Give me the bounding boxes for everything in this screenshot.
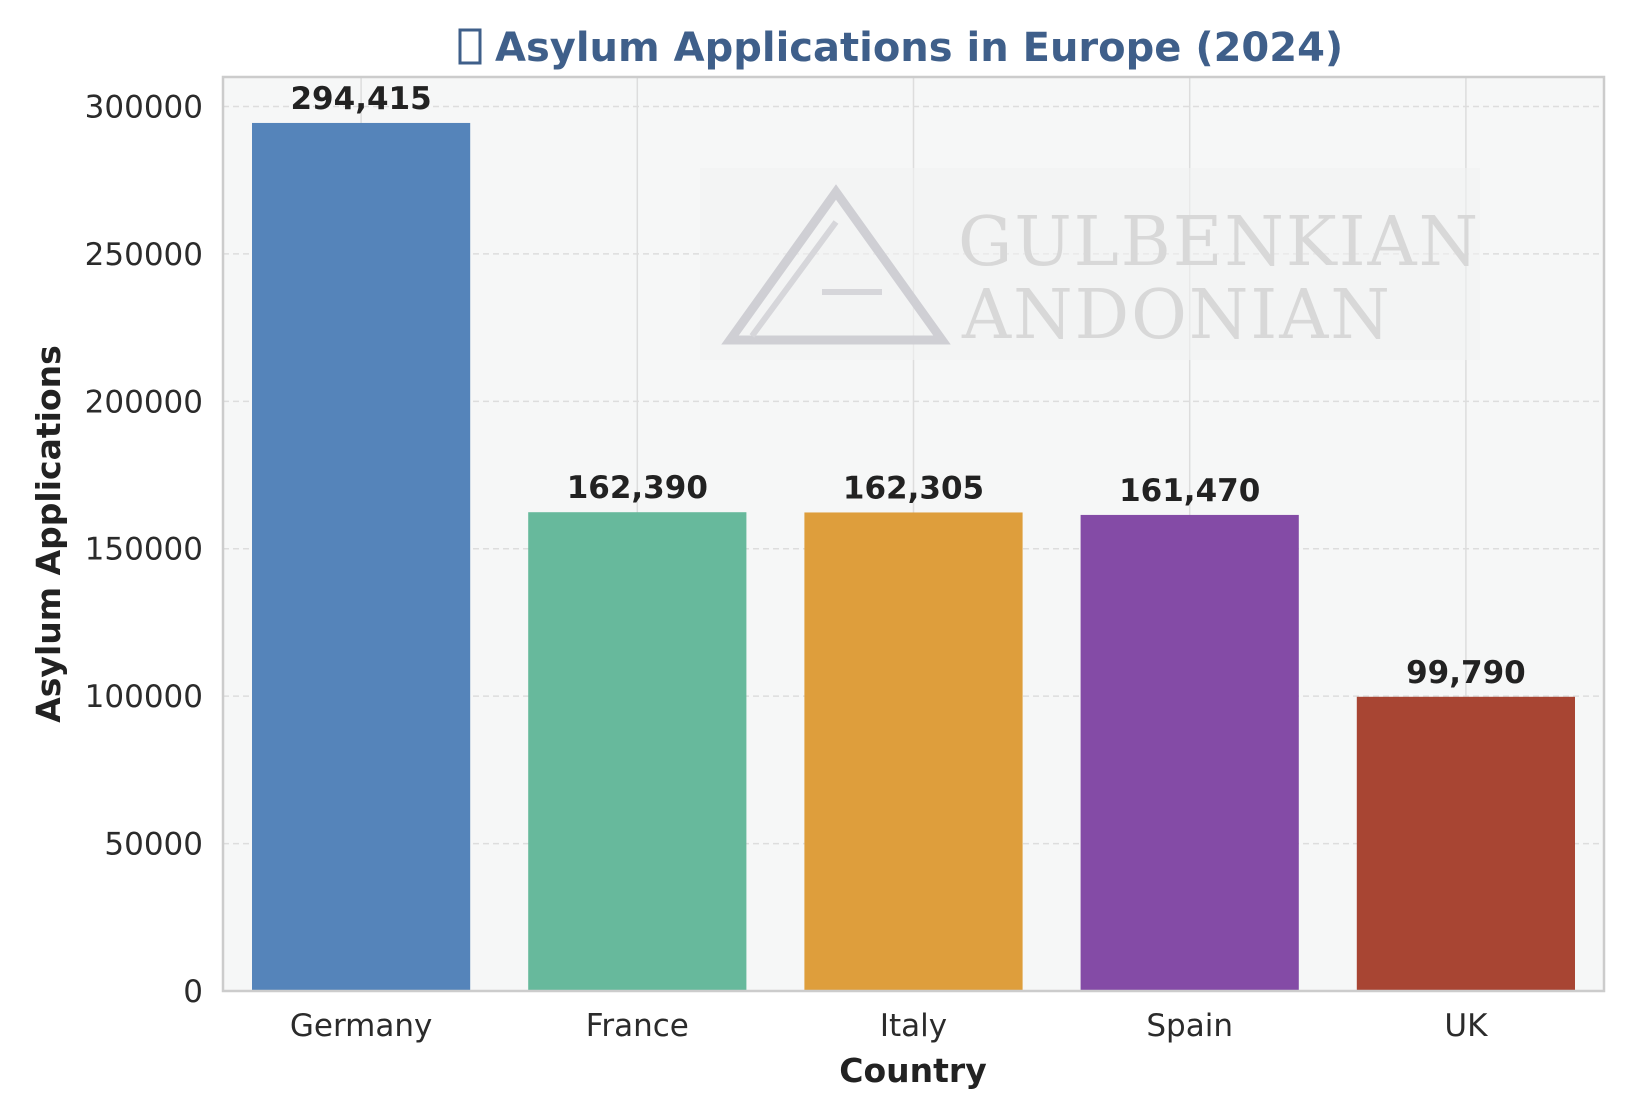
- y-axis-ticks: 0 50000 100000 150000 200000 250000 300000: [85, 89, 203, 1010]
- x-tick-label: UK: [1444, 1008, 1488, 1044]
- data-label: 161,470: [1119, 473, 1260, 509]
- x-tick-label: Spain: [1146, 1008, 1233, 1044]
- watermark-line-2: ANDONIAN: [961, 276, 1392, 355]
- data-label: 99,790: [1406, 655, 1526, 691]
- y-tick-label: 100000: [85, 679, 203, 715]
- bar-uk: [1356, 696, 1575, 991]
- y-tick-label: 150000: [85, 532, 203, 568]
- title-glyph-icon: [458, 28, 482, 65]
- y-tick-label: 200000: [85, 384, 203, 420]
- x-tick-label: Germany: [290, 1008, 432, 1044]
- y-tick-label: 300000: [85, 89, 203, 125]
- watermark: GULBENKIAN ANDONIAN: [700, 168, 1480, 360]
- plot-frame: [221, 75, 1606, 993]
- y-tick-label: 50000: [104, 827, 203, 863]
- y-axis-label: Asylum Applications: [29, 345, 68, 723]
- x-tick-label: France: [586, 1008, 689, 1044]
- data-label: 162,305: [843, 470, 984, 506]
- data-label: 294,415: [290, 81, 431, 117]
- watermark-line-1: GULBENKIAN: [958, 203, 1480, 282]
- x-axis-ticks: Germany France Italy Spain UK: [290, 1008, 1488, 1044]
- data-label: 162,390: [567, 470, 708, 506]
- bar-italy: [804, 512, 1023, 991]
- bar-germany: [252, 122, 471, 991]
- bars: [252, 122, 1575, 991]
- x-axis-label: Country: [839, 1051, 986, 1090]
- chart-title: Asylum Applications in Europe (2024): [458, 25, 1343, 71]
- chart-title-text: Asylum Applications in Europe (2024): [495, 25, 1343, 71]
- data-labels: 294,415 162,390 162,305 161,470 99,790: [290, 81, 1525, 691]
- x-tick-label: Italy: [880, 1008, 947, 1044]
- bar-france: [528, 512, 747, 991]
- watermark-logo-icon: [721, 184, 951, 345]
- y-tick-label: 250000: [85, 237, 203, 273]
- bar-spain: [1080, 514, 1299, 991]
- y-tick-label: 0: [183, 974, 203, 1010]
